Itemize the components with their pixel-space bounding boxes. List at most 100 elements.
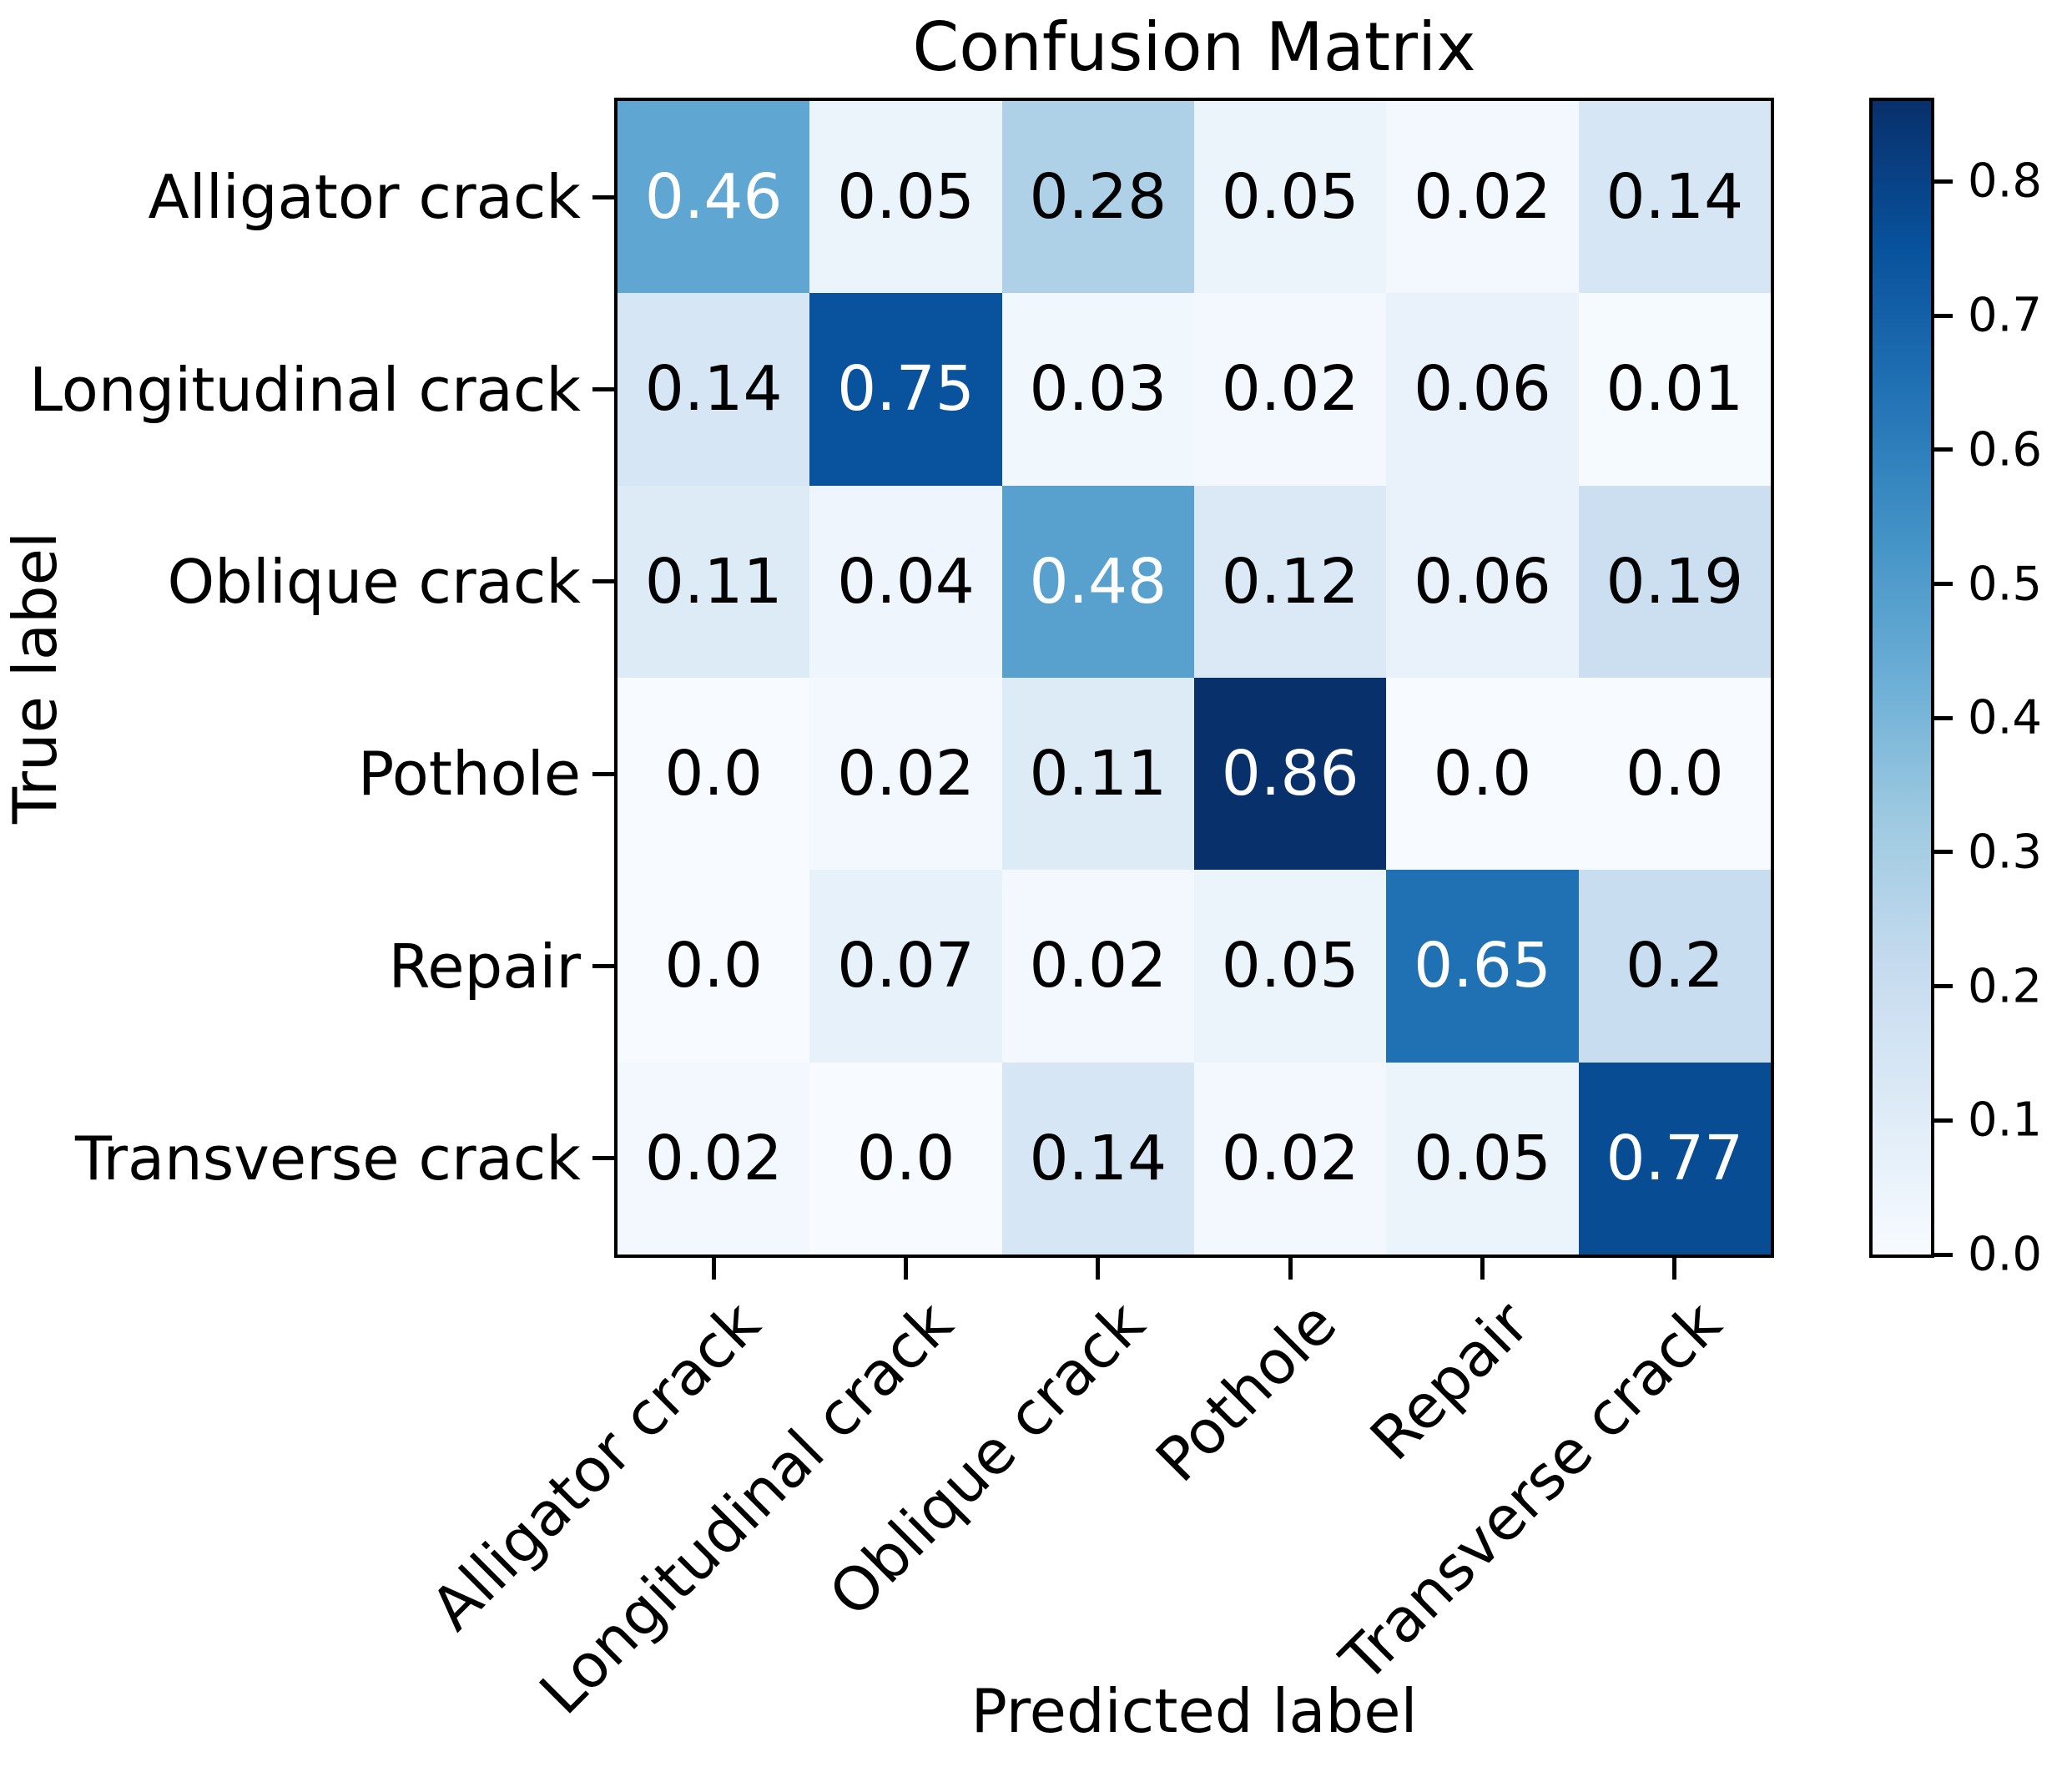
- matrix-cell-value: 0.02: [1221, 353, 1359, 426]
- matrix-cell-value: 0.0: [1625, 738, 1724, 810]
- x-tick: [1672, 1258, 1677, 1280]
- matrix-cell: 0.0: [618, 870, 810, 1063]
- y-tick-label: Pothole: [357, 739, 581, 810]
- matrix-cell: 0.05: [1193, 870, 1387, 1063]
- matrix-cell: 0.06: [1386, 485, 1579, 678]
- matrix-cell-value: 0.12: [1221, 545, 1359, 618]
- matrix-cell: 0.04: [809, 485, 1002, 678]
- matrix-cell-value: 0.06: [1414, 353, 1551, 426]
- y-tick: [592, 771, 614, 776]
- colorbar-tick: [1931, 179, 1953, 184]
- colorbar-tick-label: 0.3: [1968, 825, 2043, 880]
- colorbar-tick: [1931, 582, 1953, 586]
- colorbar-tick: [1931, 984, 1953, 989]
- x-tick: [711, 1258, 716, 1280]
- matrix-cell: 0.07: [809, 870, 1002, 1063]
- matrix-cell-value: 0.65: [1414, 930, 1551, 1002]
- chart-title: Confusion Matrix: [912, 8, 1476, 86]
- matrix-cell: 0.05: [1193, 101, 1387, 294]
- matrix-cell-value: 0.86: [1221, 738, 1359, 810]
- matrix-cell-value: 0.06: [1414, 545, 1551, 618]
- matrix-cell-value: 0.07: [837, 930, 975, 1002]
- colorbar-tick: [1931, 1252, 1953, 1257]
- colorbar-tick-label: 0.1: [1968, 1093, 2043, 1148]
- matrix-cell: 0.2: [1578, 870, 1771, 1063]
- colorbar-tick-label: 0.2: [1968, 959, 2043, 1014]
- matrix-cell-value: 0.75: [837, 353, 975, 426]
- matrix-cell-value: 0.0: [664, 930, 763, 1002]
- colorbar-tick: [1931, 313, 1953, 318]
- heatmap-grid: 0.46 0.05 0.28 0.05 0.02 0.14 0.14 0.75 0.03 0.02…: [614, 98, 1774, 1258]
- matrix-cell-value: 0.03: [1029, 353, 1167, 426]
- matrix-cell-value: 0.04: [837, 545, 975, 618]
- colorbar-tick-label: 0.7: [1968, 288, 2043, 343]
- matrix-cell-value: 0.05: [837, 161, 975, 234]
- y-tick: [592, 1156, 614, 1161]
- matrix-cell-value: 0.05: [1414, 1122, 1551, 1194]
- matrix-cell-value: 0.77: [1606, 1122, 1744, 1194]
- matrix-cell: 0.05: [1386, 1062, 1579, 1255]
- matrix-cell: 0.03: [1001, 293, 1194, 486]
- colorbar-tick: [1931, 1118, 1953, 1123]
- colorbar: [1869, 98, 1934, 1258]
- matrix-cell: 0.02: [809, 677, 1002, 871]
- matrix-cell-value: 0.02: [644, 1122, 783, 1194]
- x-axis-title: Predicted label: [970, 1676, 1418, 1746]
- x-tick: [1480, 1258, 1485, 1280]
- x-tick-label: Repair: [1356, 1288, 1542, 1474]
- y-tick-label: Transverse crack: [74, 1123, 581, 1194]
- matrix-cell-value: 0.0: [664, 738, 763, 810]
- y-tick: [592, 194, 614, 199]
- matrix-cell: 0.01: [1578, 293, 1771, 486]
- x-tick: [1288, 1258, 1293, 1280]
- colorbar-tick: [1931, 715, 1953, 720]
- matrix-cell-value: 0.2: [1625, 930, 1724, 1002]
- matrix-cell: 0.75: [809, 293, 1002, 486]
- matrix-cell-value: 0.0: [856, 1122, 955, 1194]
- y-tick: [592, 579, 614, 584]
- matrix-cell-value: 0.46: [644, 161, 783, 234]
- matrix-cell: 0.77: [1578, 1062, 1771, 1255]
- matrix-cell: 0.14: [1001, 1062, 1194, 1255]
- matrix-cell: 0.05: [809, 101, 1002, 294]
- matrix-cell-value: 0.48: [1029, 545, 1167, 618]
- matrix-cell: 0.02: [1193, 293, 1387, 486]
- colorbar-tick-label: 0.0: [1968, 1227, 2043, 1282]
- matrix-cell-value: 0.02: [837, 738, 975, 810]
- matrix-cell-value: 0.11: [1029, 738, 1167, 810]
- x-tick: [904, 1258, 908, 1280]
- matrix-cell: 0.0: [1386, 677, 1579, 871]
- matrix-cell-value: 0.14: [644, 353, 783, 426]
- y-tick-label: Longitudinal crack: [28, 354, 581, 425]
- matrix-cell: 0.02: [1001, 870, 1194, 1063]
- y-axis-title: True label: [0, 532, 70, 824]
- matrix-cell: 0.0: [809, 1062, 1002, 1255]
- matrix-cell-value: 0.28: [1029, 161, 1167, 234]
- matrix-cell-value: 0.02: [1029, 930, 1167, 1002]
- x-tick: [1096, 1258, 1101, 1280]
- colorbar-tick-label: 0.5: [1968, 557, 2043, 611]
- y-tick: [592, 387, 614, 391]
- colorbar-tick-label: 0.8: [1968, 154, 2043, 209]
- matrix-cell: 0.02: [1386, 101, 1579, 294]
- y-tick-label: Oblique crack: [167, 546, 582, 617]
- matrix-cell: 0.0: [1578, 677, 1771, 871]
- matrix-cell: 0.14: [1578, 101, 1771, 294]
- matrix-cell: 0.0: [618, 677, 810, 871]
- y-tick-label: Repair: [388, 931, 581, 1002]
- y-tick-label: Alligator crack: [148, 162, 581, 233]
- y-tick: [592, 964, 614, 968]
- x-tick-label: Alligator crack: [417, 1288, 774, 1643]
- matrix-cell: 0.02: [1193, 1062, 1387, 1255]
- matrix-cell-value: 0.0: [1433, 738, 1532, 810]
- matrix-cell: 0.65: [1386, 870, 1579, 1063]
- x-tick-label: Pothole: [1142, 1288, 1350, 1496]
- matrix-cell-value: 0.01: [1606, 353, 1744, 426]
- matrix-cell: 0.86: [1193, 677, 1387, 871]
- colorbar-tick: [1931, 850, 1953, 855]
- matrix-cell-value: 0.05: [1221, 930, 1359, 1002]
- matrix-cell: 0.02: [618, 1062, 810, 1255]
- matrix-cell: 0.28: [1001, 101, 1194, 294]
- matrix-cell: 0.14: [618, 293, 810, 486]
